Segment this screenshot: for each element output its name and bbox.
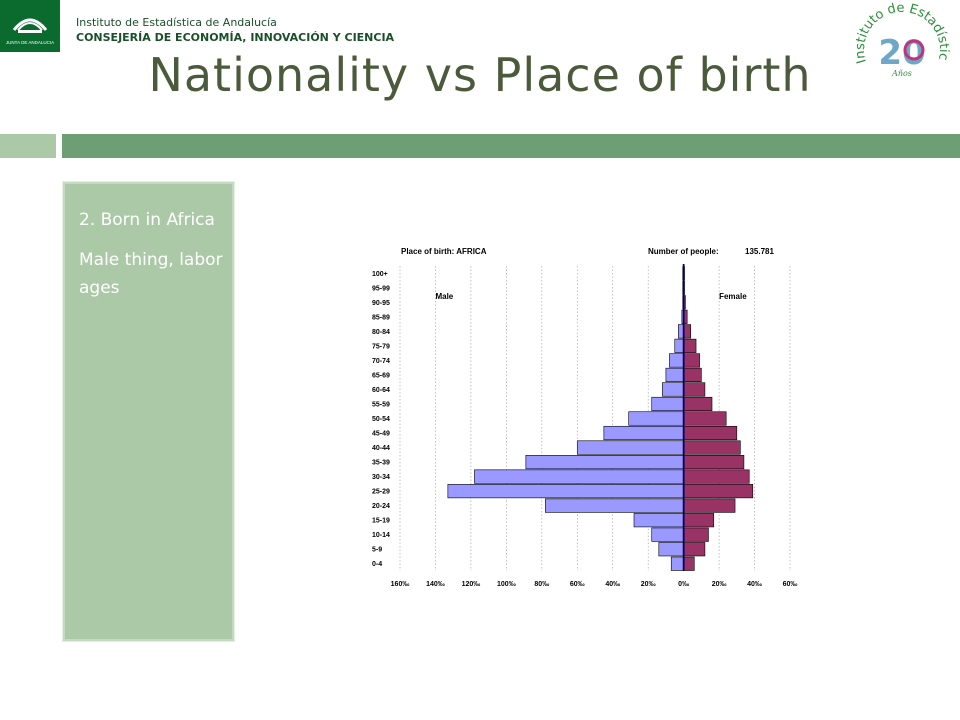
bar-female: [683, 411, 727, 426]
bar-male: [545, 498, 684, 513]
x-tick-label: 0‰: [678, 581, 689, 588]
header-band-right: [62, 134, 960, 158]
x-tick-label: 40‰: [605, 581, 620, 588]
bar-male: [447, 484, 684, 499]
bar-female: [683, 527, 709, 542]
x-tick-label: 60‰: [783, 581, 798, 588]
y-tick-label: 20-24: [372, 503, 390, 510]
org-department: CONSEJERÍA DE ECONOMÍA, INNOVACIÓN Y CIE…: [76, 31, 395, 44]
y-tick-label: 10-14: [372, 532, 390, 539]
bar-female: [683, 484, 754, 499]
bar-female: [683, 367, 702, 382]
x-tick-label: 160‰: [391, 581, 410, 588]
y-tick-label: 50-54: [372, 416, 390, 423]
y-tick-label: 55-59: [372, 401, 390, 408]
bar-male: [633, 513, 684, 528]
bar-male: [662, 382, 684, 397]
logo-text: JUNTA DE ANDALUCIA: [6, 40, 54, 45]
junta-logo: JUNTA DE ANDALUCIA: [0, 0, 60, 52]
x-tick-label: 40‰: [747, 581, 762, 588]
chart-count-label: Number of people:: [648, 247, 719, 256]
y-tick-label: 100+: [372, 271, 388, 278]
bar-female: [683, 338, 697, 353]
x-tick-label: 80‰: [534, 581, 549, 588]
bar-male: [603, 425, 684, 441]
y-tick-label: 75-79: [372, 343, 390, 350]
y-tick-label: 65-69: [372, 372, 390, 379]
slide-title: Nationality vs Place of birth: [148, 48, 812, 102]
side-panel-text: 2. Born in Africa Male thing, labor ages: [79, 206, 224, 314]
population-pyramid-chart: Place of birth: AFRICA Number of people:…: [372, 247, 798, 588]
bar-female: [683, 353, 700, 368]
x-tick-label: 140‰: [426, 581, 445, 588]
x-tick-label: 60‰: [570, 581, 585, 588]
bar-female: [683, 455, 745, 470]
bar-female: [683, 498, 736, 513]
junta-de-andalucia-logo-icon: JUNTA DE ANDALUCIA: [6, 18, 54, 45]
legend-male: Male: [435, 292, 453, 301]
y-tick-label: 25-29: [372, 489, 390, 496]
bar-male: [474, 469, 684, 484]
bar-male: [674, 338, 684, 353]
x-tick-label: 20‰: [641, 581, 656, 588]
x-tick-label: 20‰: [712, 581, 727, 588]
x-tick-label: 120‰: [462, 581, 481, 588]
bar-male: [525, 455, 684, 470]
y-tick-label: 60-64: [372, 387, 390, 394]
bar-male: [576, 440, 684, 455]
bar-male: [628, 411, 684, 426]
bar-male: [670, 556, 684, 571]
bar-female: [683, 440, 741, 455]
y-tick-label: 80-84: [372, 329, 390, 336]
y-tick-label: 70-74: [372, 358, 390, 365]
y-tick-label: 35-39: [372, 460, 390, 467]
bar-male: [665, 367, 684, 382]
y-tick-label: 45-49: [372, 431, 390, 438]
y-tick-label: 30-34: [372, 474, 390, 481]
anniversary-seal-icon: Instituto de Estadística de Andalucía 20…: [852, 2, 951, 78]
bar-male: [651, 396, 684, 412]
chart-count-value: 135.781: [745, 247, 774, 256]
x-tick-label: 100‰: [497, 581, 516, 588]
bar-female: [683, 382, 706, 397]
bar-female: [683, 396, 713, 412]
y-tick-label: 90-95: [372, 300, 390, 307]
y-tick-label: 0-4: [372, 561, 382, 568]
y-tick-label: 85-89: [372, 314, 390, 321]
bar-female: [683, 513, 715, 528]
y-tick-label: 15-19: [372, 518, 390, 525]
y-tick-label: 5-9: [372, 547, 382, 554]
side-point-2: Male thing, labor ages: [79, 250, 223, 298]
y-tick-label: 95-99: [372, 285, 390, 292]
anniversary-years: Años: [891, 69, 912, 78]
bar-female: [683, 469, 750, 484]
legend-female: Female: [719, 292, 747, 301]
bar-male: [669, 353, 684, 368]
bar-male: [651, 527, 684, 542]
bar-female: [683, 556, 695, 571]
chart-title: Place of birth: AFRICA: [401, 247, 487, 256]
side-point-1: 2. Born in Africa: [79, 210, 215, 230]
bar-male: [658, 542, 684, 557]
bar-female: [683, 425, 738, 441]
side-panel: 2. Born in Africa Male thing, labor ages: [62, 181, 235, 642]
anniversary-number: 20: [878, 33, 925, 73]
header-band-left: [0, 134, 56, 158]
org-name: Instituto de Estadística de Andalucía: [76, 16, 277, 29]
bar-female: [683, 324, 692, 339]
y-tick-label: 40-44: [372, 445, 390, 452]
bar-female: [683, 542, 706, 557]
